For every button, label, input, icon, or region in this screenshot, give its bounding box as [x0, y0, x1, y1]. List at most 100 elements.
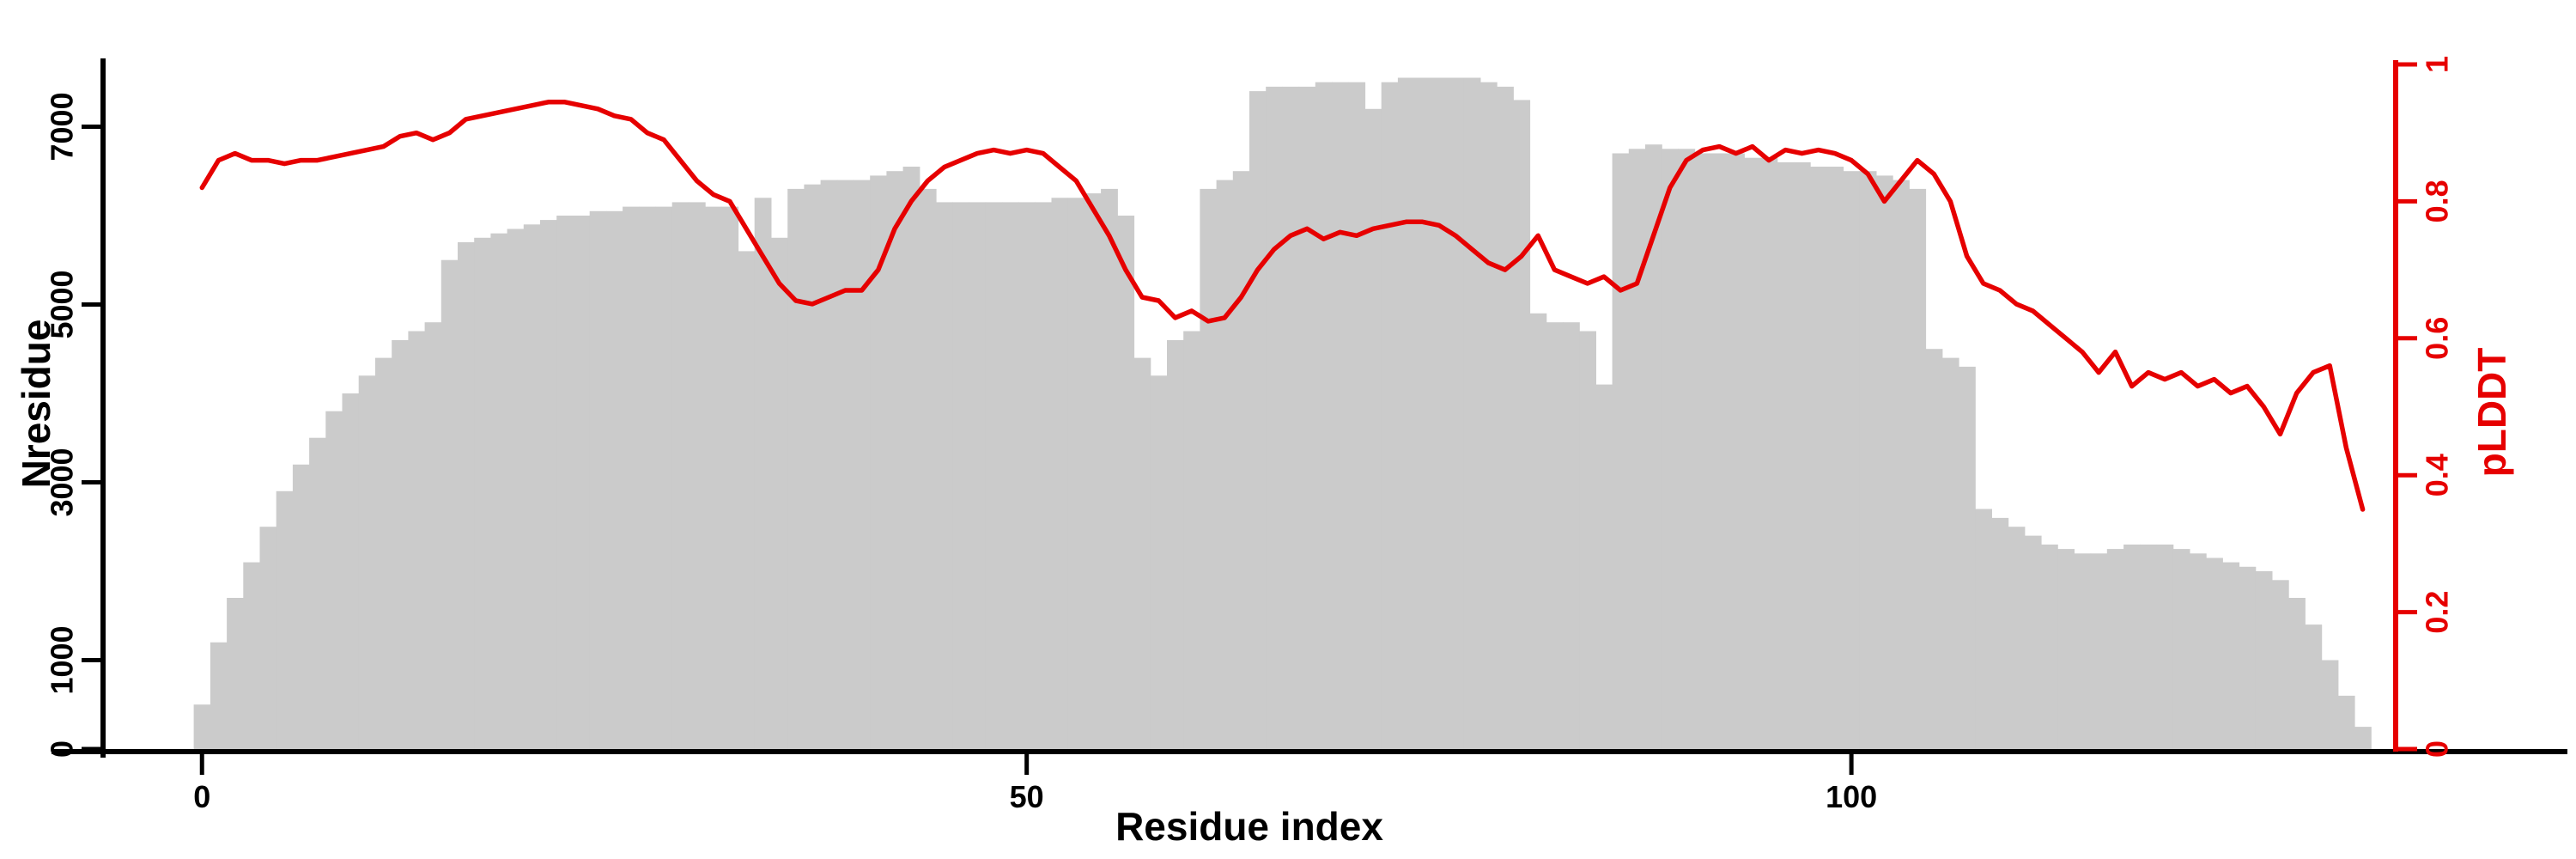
nresidue-bar	[392, 339, 409, 749]
nresidue-bar	[259, 527, 277, 749]
nresidue-bar	[1793, 161, 1811, 749]
nresidue-bar	[2271, 580, 2289, 749]
nresidue-bar	[2172, 549, 2190, 749]
nresidue-bar	[1381, 82, 1399, 749]
right-tick-label: 0.2	[2420, 591, 2455, 634]
nresidue-bar	[655, 206, 673, 750]
nresidue-bar	[1710, 153, 1728, 749]
nresidue-bar	[1315, 82, 1333, 749]
nresidue-bar	[556, 216, 574, 749]
left-tick-label: 0	[45, 740, 80, 758]
nresidue-bar	[1497, 86, 1514, 749]
nresidue-bar	[1447, 77, 1465, 749]
nresidue-bar	[1101, 188, 1118, 749]
nresidue-bar	[623, 206, 640, 750]
nresidue-bar	[1298, 86, 1316, 749]
nresidue-bar	[804, 184, 822, 749]
nresidue-bar	[210, 642, 228, 749]
nresidue-bar	[1067, 198, 1085, 750]
nresidue-bar	[342, 393, 360, 749]
nresidue-bar	[605, 210, 623, 750]
nresidue-bar	[1001, 202, 1019, 749]
nresidue-bar	[227, 598, 244, 749]
nresidue-bar	[1843, 171, 1861, 749]
nresidue-bar	[540, 220, 557, 750]
nresidue-bar	[1348, 82, 1366, 749]
left-tick-label: 1000	[45, 625, 80, 694]
nresidue-bar	[1909, 188, 1927, 749]
nresidue-bar	[1232, 171, 1250, 749]
nresidue-bar	[1051, 198, 1069, 750]
nresidue-bar	[424, 322, 442, 749]
nresidue-bar	[1200, 188, 1218, 749]
nresidue-bar	[523, 224, 541, 749]
nresidue-bar	[2057, 549, 2075, 749]
nresidue-bar	[507, 228, 525, 749]
x-tick-label: 0	[193, 779, 210, 814]
right-axis-title: pLDDT	[2470, 347, 2514, 478]
nresidue-bar	[1777, 161, 1795, 749]
nresidue-bar	[1959, 366, 1976, 749]
x-axis-title: Residue index	[1115, 804, 1383, 849]
nresidue-bar	[688, 202, 706, 749]
nresidue-bar	[1875, 175, 1893, 749]
nresidue-bar	[2288, 598, 2306, 749]
nresidue-bar	[1662, 149, 1679, 750]
nresidue-bar	[1216, 180, 1234, 750]
nresidue-bar	[1414, 77, 1431, 749]
nresidue-bar	[870, 175, 887, 749]
nresidue-bar	[1035, 202, 1053, 749]
nresidue-bar	[1694, 153, 1712, 749]
right-tick-label: 0.8	[2420, 180, 2455, 222]
nresidue-bar	[2321, 660, 2339, 749]
nresidue-bar	[1859, 171, 1877, 749]
nresidue-bar	[1084, 193, 1102, 750]
nresidue-bar	[1529, 313, 1547, 749]
nresidue-bar	[952, 202, 969, 749]
nresidue-bar	[2140, 544, 2158, 749]
nresidue-bar	[2106, 549, 2124, 749]
nresidue-bar	[1431, 77, 1449, 749]
nresidue-bar	[770, 237, 788, 749]
nresidue-bar	[2008, 527, 2026, 749]
nresidue-bar	[1117, 216, 1135, 749]
nresidue-bar	[408, 331, 426, 749]
right-tick-label: 0.6	[2420, 317, 2455, 360]
nresidue-bar	[573, 216, 591, 749]
nresidue-bar	[1183, 331, 1200, 749]
nresidue-bar	[1826, 167, 1844, 749]
nresidue-bar	[1579, 331, 1596, 749]
nresidue-bar	[1397, 77, 1415, 749]
nresidue-bar	[325, 411, 343, 749]
nresidue-bar	[2024, 535, 2042, 749]
nresidue-bar	[1167, 339, 1184, 749]
nresidue-bar	[374, 357, 392, 749]
nresidue-bar	[671, 202, 690, 749]
left-axis-title: Nresidue	[14, 319, 58, 489]
nresidue-bar	[854, 180, 871, 750]
nresidue-bar	[1133, 357, 1151, 749]
nresidue-bar	[1463, 77, 1481, 749]
nresidue-bar	[1760, 157, 1778, 749]
nresidue-bar	[2337, 695, 2355, 749]
nresidue-bar	[309, 437, 326, 749]
nresidue-bar	[639, 206, 657, 750]
nresidue-bar	[2123, 544, 2141, 749]
nresidue-bar	[1893, 180, 1910, 750]
nresidue-bar	[2074, 553, 2092, 749]
nresidue-bar	[985, 202, 1003, 749]
nresidue-bar	[2255, 571, 2273, 749]
nresidue-bar	[1282, 86, 1300, 749]
nresidue-bar	[490, 233, 508, 749]
nresidue-bar	[193, 704, 211, 749]
nresidue-bar	[440, 259, 459, 749]
left-tick-label: 7000	[45, 92, 80, 161]
nresidue-bar	[836, 180, 854, 750]
nresidue-bar	[1991, 517, 2009, 749]
nresidue-bar	[458, 242, 475, 749]
nresidue-bar	[1546, 322, 1564, 749]
nresidue-bar	[886, 171, 904, 749]
nresidue-bar	[902, 167, 920, 749]
nresidue-bar	[721, 206, 739, 750]
right-tick-label: 0.4	[2420, 454, 2455, 497]
